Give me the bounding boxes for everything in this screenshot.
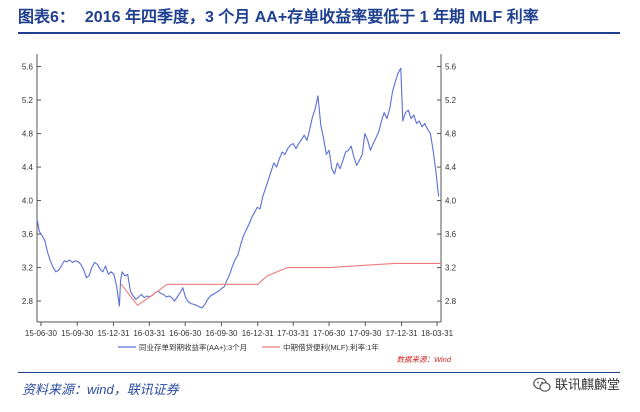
x-tick-label: 16-09-30 [205,329,238,338]
figure-title: 图表6： 2016 年四季度，3 个月 AA+存单收益率要低于 1 年期 MLF … [18,6,618,30]
y-tick-label-right: 3.6 [445,230,457,239]
y-tick-label-right: 5.6 [445,63,457,72]
y-tick-label-left: 4.4 [22,163,34,172]
y-tick-label-right: 3.2 [445,264,457,273]
series-line-mlf-rate [120,262,441,306]
x-tick-label: 17-03-31 [277,329,310,338]
y-tick-label-left: 5.2 [22,96,34,105]
x-tick-label: 15-12-31 [97,329,130,338]
y-tick-label-right: 4.4 [445,163,457,172]
y-tick-label-left: 4.0 [22,197,34,206]
y-tick-label-left: 3.6 [22,230,34,239]
chart-legend: 同业存单到期收益率(AA+):3个月 中期借贷便利(MLF):利率:1年数据来源：… [118,342,452,364]
watermark-text: 联讯麒麟堂 [554,377,620,392]
x-tick-label: 16-12-31 [242,329,275,338]
x-tick-label: 17-06-30 [313,329,346,338]
y-tick-label-right: 2.8 [445,297,457,306]
line-chart: 2.8 2.8 3.2 3.2 3.6 3.6 4.0 4.0 4.4 4.4 4.8 4.8 5.2 5… [22,54,457,364]
series-line-cd-yield [36,67,440,309]
x-tick-label: 17-09-30 [349,329,382,338]
x-tick-label: 16-03-31 [133,329,166,338]
x-tick-label: 15-06-30 [25,329,58,338]
source-note: 资料来源：wind，联讯证券 [22,382,179,397]
y-tick-label-right: 4.8 [445,130,457,139]
figure-title-text: 2016 年四季度，3 个月 AA+存单收益率要低于 1 年期 MLF 利率 [84,9,539,26]
legend-label-cd-yield: 同业存单到期收益率(AA+):3个月 [139,342,247,352]
watermark: 联讯麒麟堂 [533,374,620,396]
footer-rule [18,372,620,373]
x-tick-label: 18-03-31 [421,329,454,338]
chart-series [36,67,441,309]
y-tick-label-right: 4.0 [445,197,457,206]
chart-axes: 2.8 2.8 3.2 3.2 3.6 3.6 4.0 4.0 4.4 4.4 4.8 4.8 5.2 5… [22,54,457,338]
y-tick-label-left: 3.2 [22,264,34,273]
y-tick-label-left: 2.8 [22,297,34,306]
y-tick-label-right: 5.2 [445,96,457,105]
inner-source-note: 数据来源：Wind [396,355,451,364]
wechat-icon [533,377,551,392]
x-tick-label: 17-12-31 [386,329,419,338]
figure-label: 图表6： [18,9,75,26]
title-rule [18,32,620,34]
legend-label-mlf-rate: 中期借贷便利(MLF):利率:1年 [283,342,379,352]
x-tick-label: 15-09-30 [61,329,94,338]
x-tick-label: 16-06-30 [169,329,202,338]
y-tick-label-left: 5.6 [22,63,34,72]
y-tick-label-left: 4.8 [22,130,34,139]
